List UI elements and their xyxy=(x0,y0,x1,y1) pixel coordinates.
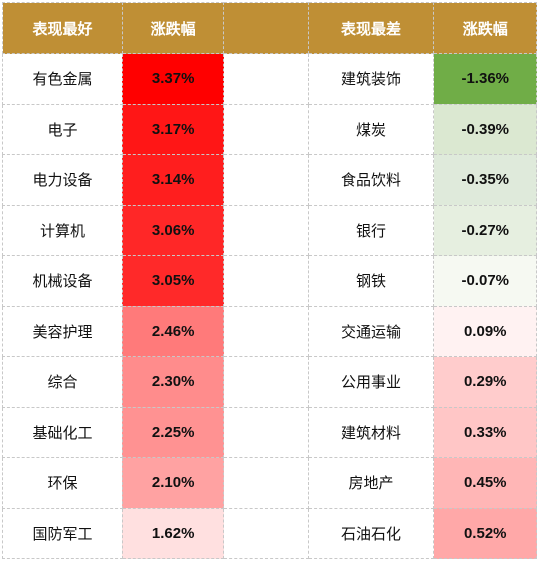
best-sector-name: 环保 xyxy=(2,457,123,509)
best-sector-change: 3.14% xyxy=(121,154,225,206)
best-sector-name: 计算机 xyxy=(2,204,123,256)
worst-sector-change: 0.09% xyxy=(433,305,537,357)
worst-sector-name: 食品饮料 xyxy=(307,154,435,206)
best-sector-name: 电子 xyxy=(2,103,123,155)
best-sector-change: 2.30% xyxy=(121,356,225,408)
worst-sector-name: 公用事业 xyxy=(307,356,435,408)
worst-sector-change: 0.52% xyxy=(433,507,537,559)
table-row: 电子 3.17% 煤炭 -0.39% xyxy=(2,103,537,155)
worst-sector-change: 0.33% xyxy=(433,406,537,458)
best-sector-change: 3.05% xyxy=(121,255,225,307)
best-sector-change: 3.06% xyxy=(121,204,225,256)
best-sector-change: 1.62% xyxy=(121,507,225,559)
worst-sector-name: 建筑材料 xyxy=(307,406,435,458)
worst-sector-name: 银行 xyxy=(307,204,435,256)
header-spacer xyxy=(223,2,309,54)
worst-sector-change: -0.07% xyxy=(433,255,537,307)
header-worst-performers: 表现最差 xyxy=(307,2,435,54)
row-spacer xyxy=(223,103,309,155)
table-row: 计算机 3.06% 银行 -0.27% xyxy=(2,204,537,256)
best-sector-name: 美容护理 xyxy=(2,305,123,357)
table-row: 美容护理 2.46% 交通运输 0.09% xyxy=(2,305,537,357)
sector-performance-table: 表现最好 涨跌幅 表现最差 涨跌幅 有色金属 3.37% 建筑装饰 -1.36% 电子 3… xyxy=(2,2,537,559)
best-sector-name: 国防军工 xyxy=(2,507,123,559)
worst-sector-change: 0.29% xyxy=(433,356,537,408)
best-sector-name: 机械设备 xyxy=(2,255,123,307)
best-sector-name: 有色金属 xyxy=(2,53,123,105)
row-spacer xyxy=(223,255,309,307)
table-row: 国防军工 1.62% 石油石化 0.52% xyxy=(2,507,537,559)
best-sector-change: 2.46% xyxy=(121,305,225,357)
row-spacer xyxy=(223,507,309,559)
table-row: 电力设备 3.14% 食品饮料 -0.35% xyxy=(2,154,537,206)
header-row: 表现最好 涨跌幅 表现最差 涨跌幅 xyxy=(2,2,537,54)
best-sector-name: 综合 xyxy=(2,356,123,408)
worst-sector-change: -0.39% xyxy=(433,103,537,155)
worst-sector-change: -0.27% xyxy=(433,204,537,256)
table-row: 机械设备 3.05% 钢铁 -0.07% xyxy=(2,255,537,307)
worst-sector-name: 石油石化 xyxy=(307,507,435,559)
worst-sector-change: 0.45% xyxy=(433,457,537,509)
row-spacer xyxy=(223,154,309,206)
worst-sector-change: -1.36% xyxy=(433,53,537,105)
row-spacer xyxy=(223,406,309,458)
best-sector-change: 2.10% xyxy=(121,457,225,509)
header-best-change: 涨跌幅 xyxy=(121,2,225,54)
worst-sector-name: 建筑装饰 xyxy=(307,53,435,105)
row-spacer xyxy=(223,457,309,509)
best-sector-name: 基础化工 xyxy=(2,406,123,458)
header-best-performers: 表现最好 xyxy=(2,2,123,54)
row-spacer xyxy=(223,356,309,408)
worst-sector-name: 煤炭 xyxy=(307,103,435,155)
table-body: 有色金属 3.37% 建筑装饰 -1.36% 电子 3.17% 煤炭 -0.39% 电力设备 3.… xyxy=(2,53,537,559)
best-sector-change: 2.25% xyxy=(121,406,225,458)
worst-sector-name: 房地产 xyxy=(307,457,435,509)
table-row: 环保 2.10% 房地产 0.45% xyxy=(2,457,537,509)
table-row: 综合 2.30% 公用事业 0.29% xyxy=(2,356,537,408)
worst-sector-name: 钢铁 xyxy=(307,255,435,307)
table-row: 基础化工 2.25% 建筑材料 0.33% xyxy=(2,406,537,458)
best-sector-name: 电力设备 xyxy=(2,154,123,206)
row-spacer xyxy=(223,204,309,256)
best-sector-change: 3.37% xyxy=(121,53,225,105)
row-spacer xyxy=(223,305,309,357)
row-spacer xyxy=(223,53,309,105)
worst-sector-name: 交通运输 xyxy=(307,305,435,357)
table-row: 有色金属 3.37% 建筑装饰 -1.36% xyxy=(2,53,537,105)
header-worst-change: 涨跌幅 xyxy=(433,2,537,54)
best-sector-change: 3.17% xyxy=(121,103,225,155)
worst-sector-change: -0.35% xyxy=(433,154,537,206)
